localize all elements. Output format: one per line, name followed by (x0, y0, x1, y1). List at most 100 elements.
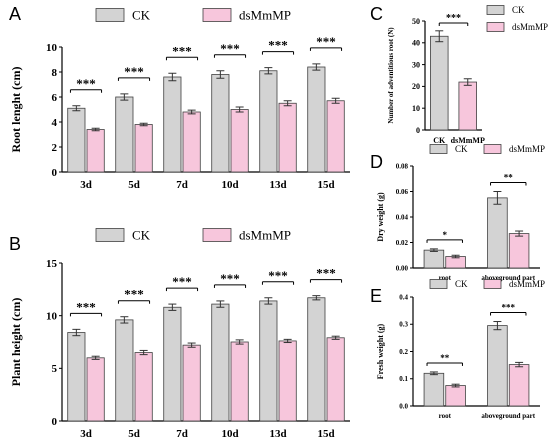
legend-swatch-dsmmmp (202, 228, 232, 242)
bar-ck-3 (211, 303, 230, 422)
significance-stars: *** (268, 38, 288, 53)
significance-stars: *** (268, 268, 288, 283)
panel-d: D 0.00 0.02 0.04 0.06 0.08 Dry weight (g) root *… (370, 144, 545, 282)
panel-letter: D (370, 152, 383, 172)
y-tick-label: 0.02 (396, 239, 409, 247)
y-tick-label: 10 (46, 311, 58, 323)
bar-ck-5 (307, 297, 326, 422)
legend-swatch-ck (429, 279, 448, 289)
bar-dsmmmp-3 (230, 109, 249, 173)
bar-dsmmmp-0 (86, 129, 105, 173)
y-tick-label: 0.08 (396, 162, 409, 170)
y-tick-label: 6 (52, 92, 58, 104)
x-tick-label: aboveground part (481, 412, 535, 420)
bar-ck-2 (163, 76, 182, 173)
y-tick-label: 0 (416, 126, 420, 135)
x-tick-label: 15d (317, 428, 334, 440)
bar-ck-0 (67, 107, 86, 173)
y-tick-label: 10 (412, 104, 420, 113)
y-tick-label: 10 (46, 42, 58, 54)
y-axis-label: Plant height (cm) (9, 298, 23, 387)
legend-swatch-ck (95, 228, 125, 242)
y-tick-label: 20 (412, 82, 420, 91)
bar-ck-4 (259, 300, 278, 422)
significance-stars: ** (504, 173, 514, 183)
x-tick-label: 13d (269, 179, 286, 191)
y-tick-label: 0.4 (399, 293, 408, 301)
y-tick-label: 0 (52, 416, 58, 428)
significance-stars: ** (440, 353, 450, 363)
significance-stars: *** (316, 34, 336, 49)
y-tick-label: 0.2 (399, 348, 408, 356)
panel-e: E 0.0 0.1 0.2 0.3 0.4 Fresh weight (g) root ** ab… (370, 279, 545, 420)
x-tick-label: 15d (317, 179, 334, 191)
bar-ck-1 (115, 96, 134, 173)
y-axis-label: Dry weight (g) (376, 192, 385, 242)
x-tick-label: aboveground part (481, 274, 535, 282)
bar-ck-1 (487, 197, 508, 269)
y-tick-label: 8 (52, 67, 58, 79)
x-tick-label: 3d (80, 428, 92, 440)
bar-dsmmmp-2 (182, 344, 201, 422)
legend-label-ck: CK (455, 144, 468, 154)
y-tick-label: 0.06 (396, 188, 409, 196)
legend-label-dsmmmp: dsMmMP (239, 8, 291, 23)
y-tick-label: 50 (412, 17, 420, 26)
y-tick-label: 0.0 (399, 402, 408, 410)
x-tick-label: root (439, 412, 452, 420)
y-tick-label: 0 (52, 167, 58, 179)
bar-dsmmmp-2 (182, 111, 201, 173)
legend-swatch-dsmmmp (483, 144, 502, 154)
panel-letter: C (370, 4, 383, 24)
legend-label-dsmmmp: dsMmMP (239, 228, 291, 243)
legend-label-ck: CK (132, 228, 151, 243)
bar-dsmmmp-4 (278, 102, 297, 173)
legend-swatch-ck (95, 8, 125, 22)
y-tick-label: 15 (46, 258, 58, 270)
legend-label-ck: CK (512, 5, 525, 15)
panel-b: B 0 5 10 15 Plant height (cm) 3d *** 5d *** 7d *** 1… (9, 228, 350, 440)
panel-letter: A (9, 4, 21, 24)
legend-label-ck: CK (132, 8, 151, 23)
panel-c: C 0 10 20 30 40 50 Number of adventitious root … (370, 4, 548, 145)
legend-label-dsmmmp: dsMmMP (509, 279, 545, 289)
bar-dsmmmp-0 (86, 357, 105, 422)
bar-dsmmmp-1 (508, 364, 530, 407)
y-tick-label: 0.3 (399, 321, 408, 329)
significance-stars: *** (124, 287, 144, 302)
significance-stars: *** (220, 271, 240, 286)
x-tick-label: 3d (80, 179, 92, 191)
y-tick-label: 0.04 (396, 213, 409, 221)
x-tick-label: root (439, 274, 452, 282)
bar-ck-1 (487, 325, 508, 407)
significance-stars: *** (446, 13, 461, 24)
significance-stars: *** (220, 41, 240, 56)
bar-dsmmmp-1 (458, 81, 477, 131)
panel-a: A 0 2 4 6 8 10 Root lenght (cm) 3d *** 5d *** 7d *** 1… (9, 4, 350, 191)
x-tick-label: 10d (221, 428, 238, 440)
legend-swatch-ck (486, 5, 505, 15)
bar-ck-1 (115, 319, 134, 422)
bar-dsmmmp-5 (326, 100, 345, 173)
legend-label-ck: CK (455, 279, 468, 289)
y-tick-label: 0.1 (399, 375, 408, 383)
panel-letter: B (9, 234, 21, 254)
bar-ck-3 (211, 74, 230, 173)
legend-swatch-dsmmmp (486, 22, 505, 32)
bar-dsmmmp-4 (278, 340, 297, 422)
x-tick-label: 7d (176, 179, 188, 191)
legend-swatch-dsmmmp (202, 8, 232, 22)
significance-stars: * (443, 230, 448, 240)
y-tick-label: 40 (412, 39, 420, 48)
bar-ck-0 (423, 372, 445, 407)
significance-stars: *** (172, 43, 192, 58)
bar-dsmmmp-1 (134, 124, 153, 173)
legend-label-dsmmmp: dsMmMP (509, 144, 545, 154)
bar-dsmmmp-1 (508, 233, 530, 269)
y-axis-label: Number of adventitious root (N) (387, 27, 395, 124)
y-tick-label: 5 (52, 363, 58, 375)
significance-stars: *** (316, 266, 336, 281)
legend-swatch-dsmmmp (483, 279, 502, 289)
y-tick-label: 2 (52, 142, 58, 154)
y-tick-label: 30 (412, 60, 420, 69)
